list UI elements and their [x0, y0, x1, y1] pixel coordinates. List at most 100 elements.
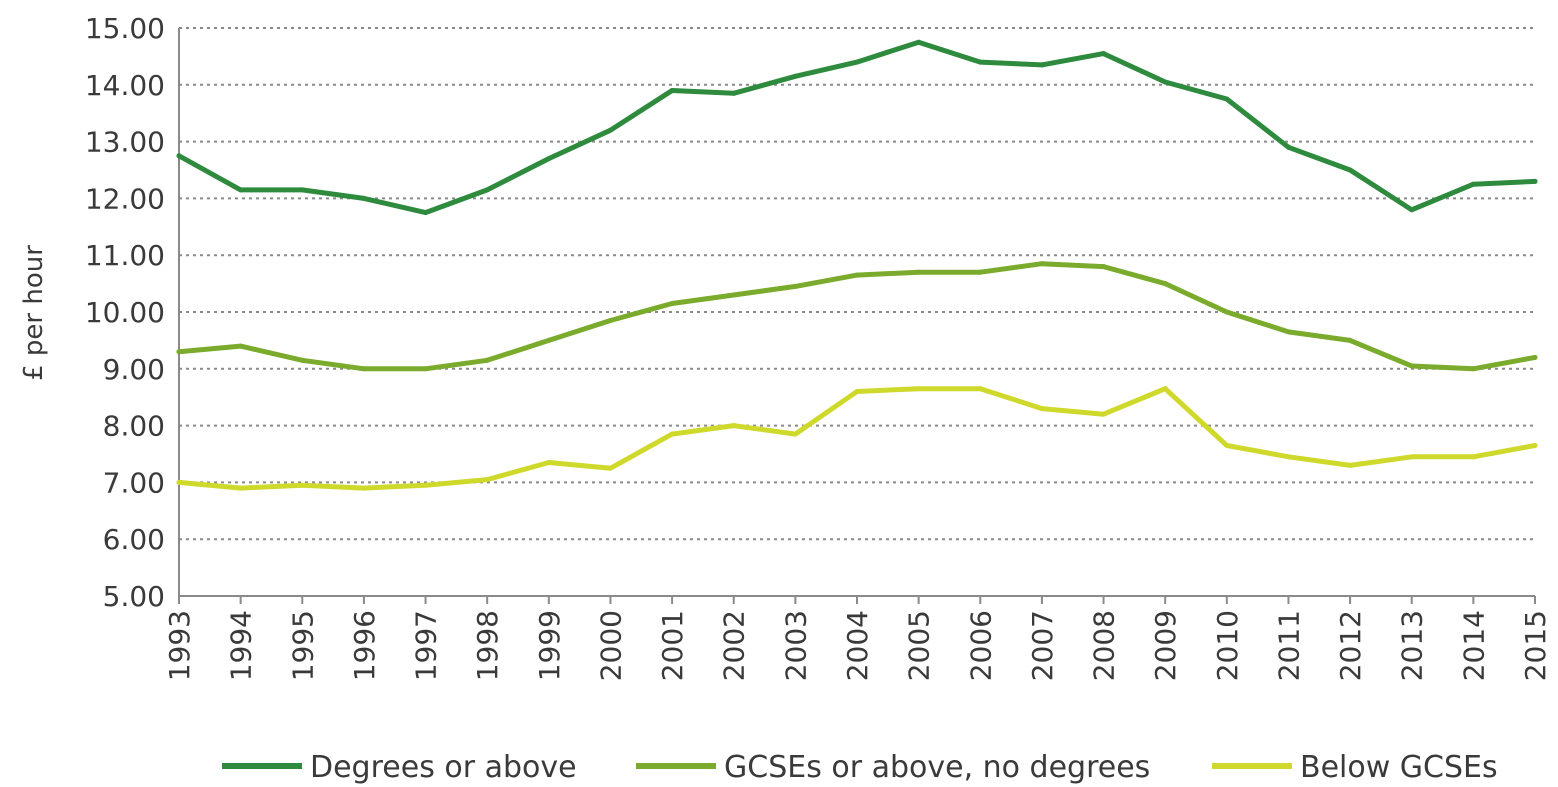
x-tick-label: 1997: [410, 610, 443, 681]
legend-label: GCSEs or above, no degrees: [724, 750, 1150, 785]
x-tick-label: 2003: [779, 610, 812, 681]
data-point: [607, 465, 613, 471]
x-tick-label: 1995: [286, 610, 319, 681]
data-point: [731, 292, 737, 298]
y-tick-label: 14.00: [85, 69, 165, 102]
data-point: [1101, 411, 1107, 417]
y-tick-label: 10.00: [85, 296, 165, 329]
data-point: [1347, 167, 1353, 173]
data-point: [607, 318, 613, 324]
x-tick-label: 1993: [163, 610, 196, 681]
series-line-1: [176, 39, 1538, 216]
data-point: [1470, 454, 1476, 460]
data-point: [546, 156, 552, 162]
data-point: [1101, 51, 1107, 57]
data-point: [1409, 207, 1415, 213]
data-point: [792, 431, 798, 437]
series-lines: [176, 39, 1538, 491]
data-point: [484, 477, 490, 483]
x-tick-label: 2005: [903, 610, 936, 681]
y-tick-label: 12.00: [85, 182, 165, 215]
data-point: [1162, 79, 1168, 85]
data-point: [1532, 178, 1538, 184]
data-point: [238, 485, 244, 491]
data-point: [916, 386, 922, 392]
data-point: [299, 482, 305, 488]
data-point: [1347, 462, 1353, 468]
data-point: [361, 366, 367, 372]
data-point: [669, 300, 675, 306]
data-point: [1532, 442, 1538, 448]
x-tick-label: 2009: [1149, 610, 1182, 681]
data-point: [1409, 454, 1415, 460]
data-point: [1470, 181, 1476, 187]
y-tick-label: 6.00: [103, 523, 165, 556]
data-point: [299, 187, 305, 193]
data-point: [854, 389, 860, 395]
data-point: [1409, 363, 1415, 369]
x-tick-label: 2008: [1088, 610, 1121, 681]
data-point: [669, 87, 675, 93]
x-tick-label: 2012: [1334, 610, 1367, 681]
y-tick-label: 11.00: [85, 239, 165, 272]
data-point: [916, 39, 922, 45]
data-point: [546, 460, 552, 466]
data-point: [1224, 442, 1230, 448]
y-tick-label: 5.00: [103, 580, 165, 613]
data-point: [731, 423, 737, 429]
data-point: [977, 59, 983, 65]
data-point: [423, 210, 429, 216]
x-tick-label: 2006: [964, 610, 997, 681]
legend-item: Below GCSEs: [1212, 750, 1498, 785]
legend: Degrees or above GCSEs or above, no degre…: [222, 750, 1498, 785]
x-tick-label: 1998: [471, 610, 504, 681]
legend-label: Degrees or above: [310, 750, 577, 785]
data-point: [1162, 281, 1168, 287]
data-point: [176, 349, 182, 355]
data-point: [1532, 354, 1538, 360]
data-point: [238, 187, 244, 193]
x-tick-label: 2013: [1396, 610, 1429, 681]
data-point: [1039, 406, 1045, 412]
data-point: [423, 366, 429, 372]
data-point: [977, 269, 983, 275]
data-point: [176, 479, 182, 485]
x-tick-label: 2011: [1272, 610, 1305, 681]
x-tick-label: 2001: [656, 610, 689, 681]
x-tick-label: 2002: [718, 610, 751, 681]
legend-item: GCSEs or above, no degrees: [636, 750, 1150, 785]
data-point: [423, 482, 429, 488]
x-tick-label: 2000: [594, 610, 627, 681]
y-tick-label: 13.00: [85, 126, 165, 159]
axes: 5.00 6.00 7.00 8.00 9.00 10.00 11.00 12.00 13.00…: [85, 12, 1552, 681]
data-point: [1347, 337, 1353, 343]
data-point: [792, 283, 798, 289]
x-tick-label: 1999: [533, 610, 566, 681]
data-point: [299, 357, 305, 363]
data-point: [669, 431, 675, 437]
x-tick-label: 2007: [1026, 610, 1059, 681]
data-point: [916, 269, 922, 275]
y-tick-label: 15.00: [85, 12, 165, 45]
data-point: [1285, 329, 1291, 335]
x-tick-label: 2010: [1211, 610, 1244, 681]
x-tick-label: 1996: [348, 610, 381, 681]
y-tick-label: 7.00: [103, 466, 165, 499]
data-point: [484, 357, 490, 363]
data-point: [1039, 62, 1045, 68]
x-tick-label: 2014: [1457, 610, 1490, 681]
data-point: [546, 337, 552, 343]
data-point: [854, 59, 860, 65]
data-point: [361, 195, 367, 201]
data-point: [484, 187, 490, 193]
data-point: [361, 485, 367, 491]
data-point: [176, 153, 182, 159]
y-tick-label: 9.00: [103, 353, 165, 386]
data-point: [1101, 264, 1107, 270]
data-point: [854, 272, 860, 278]
data-point: [1162, 386, 1168, 392]
x-tick-label: 2004: [841, 610, 874, 681]
data-point: [1470, 366, 1476, 372]
x-tick-label: 1994: [225, 610, 258, 681]
